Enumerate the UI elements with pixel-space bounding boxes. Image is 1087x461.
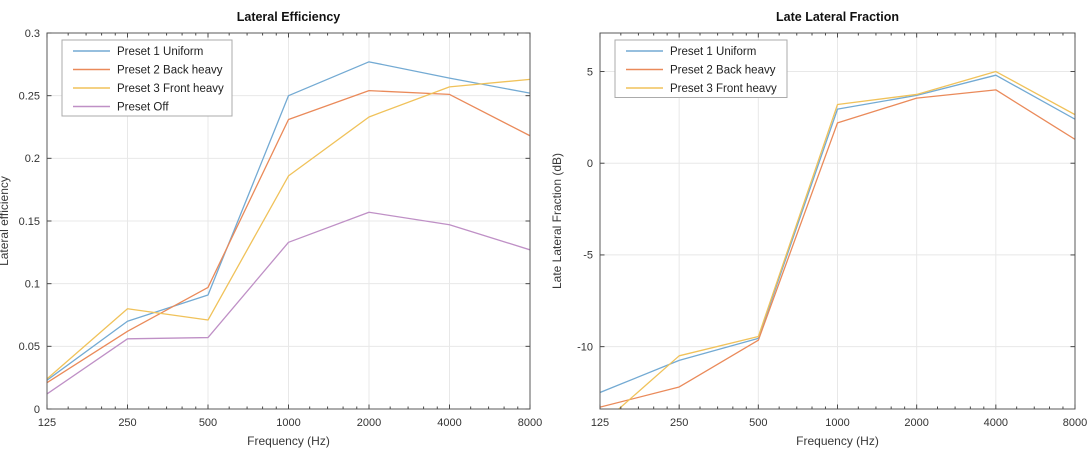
x-tick-label: 1000 bbox=[825, 417, 849, 429]
x-tick-label: 8000 bbox=[518, 417, 542, 429]
legend-label: Preset 1 Uniform bbox=[117, 46, 203, 58]
y-tick-label: 0.1 bbox=[25, 278, 40, 290]
legend: Preset 1 Uniform Preset 2 Back heavy Prese… bbox=[61, 39, 233, 117]
series-line-late-lateral-fraction-2 bbox=[617, 70, 1075, 409]
x-tick-label: 500 bbox=[749, 417, 767, 429]
lateral-efficiency-plot: 125 250 500 1000 2000 4000 8000 0 0.05 0.1 0.15 0.2… bbox=[0, 0, 543, 461]
x-tick-label: 500 bbox=[199, 417, 217, 429]
x-tick-label: 1000 bbox=[276, 417, 300, 429]
series-group bbox=[600, 70, 1075, 409]
series-line-lateral-efficiency-1 bbox=[47, 90, 530, 384]
grid-lines bbox=[600, 33, 1075, 409]
y-tick-label: 0.2 bbox=[25, 153, 40, 165]
series-line-lateral-efficiency-2 bbox=[47, 78, 530, 380]
legend-label: Preset 2 Back heavy bbox=[670, 65, 776, 77]
y-axis-label: Late Lateral Fraction (dB) bbox=[550, 153, 564, 289]
x-tick-label: 125 bbox=[38, 417, 56, 429]
x-axis-label: Frequency (Hz) bbox=[796, 434, 879, 448]
y-tick-label: 0.15 bbox=[19, 216, 40, 228]
legend-label: Preset Off bbox=[117, 102, 169, 114]
y-axis-label: Lateral efficiency bbox=[0, 176, 11, 266]
axis-ticks bbox=[599, 33, 1076, 409]
chart-title: Lateral Efficiency bbox=[237, 10, 341, 24]
late-lateral-fraction-chart: 125 250 500 1000 2000 4000 8000 -10 -5 0 5 Late Lat… bbox=[543, 0, 1087, 461]
x-tick-label: 8000 bbox=[1063, 417, 1087, 429]
legend: Preset 1 Uniform Preset 2 Back heavy Prese… bbox=[614, 39, 788, 98]
x-tick-label: 4000 bbox=[437, 417, 461, 429]
chart-title: Late Lateral Fraction bbox=[776, 10, 899, 24]
tick-labels: 125 250 500 1000 2000 4000 8000 -10 -5 0 5 bbox=[577, 66, 1087, 429]
x-tick-label: 4000 bbox=[984, 417, 1008, 429]
x-tick-label: 2000 bbox=[904, 417, 928, 429]
axis-ticks bbox=[46, 32, 531, 410]
legend-label: Preset 2 Back heavy bbox=[117, 65, 223, 77]
x-tick-label: 250 bbox=[118, 417, 136, 429]
legend-label: Preset 1 Uniform bbox=[670, 46, 756, 58]
y-tick-label: -10 bbox=[577, 341, 593, 353]
late-lateral-fraction-plot: 125 250 500 1000 2000 4000 8000 -10 -5 0 5 Late Lat… bbox=[543, 0, 1087, 461]
y-tick-label: 0 bbox=[587, 158, 593, 170]
x-axis-label: Frequency (Hz) bbox=[247, 434, 330, 448]
y-tick-label: 0.25 bbox=[19, 90, 40, 102]
x-tick-label: 125 bbox=[591, 417, 609, 429]
series-line-lateral-efficiency-3 bbox=[47, 211, 530, 395]
legend-label: Preset 3 Front heavy bbox=[117, 83, 224, 95]
series-line-late-lateral-fraction-1 bbox=[600, 89, 1075, 408]
y-tick-label: 5 bbox=[587, 66, 593, 78]
y-tick-label: -5 bbox=[583, 250, 593, 262]
series-group bbox=[47, 61, 530, 395]
series-line-lateral-efficiency-0 bbox=[47, 61, 530, 381]
legend-box bbox=[61, 39, 233, 117]
x-tick-label: 250 bbox=[670, 417, 688, 429]
y-tick-label: 0.05 bbox=[19, 341, 40, 353]
series-line-late-lateral-fraction-0 bbox=[600, 74, 1075, 394]
y-tick-label: 0 bbox=[34, 404, 40, 416]
tick-labels: 125 250 500 1000 2000 4000 8000 0 0.05 0.1 0.15 0.2… bbox=[19, 28, 543, 429]
x-tick-label: 2000 bbox=[357, 417, 381, 429]
lateral-efficiency-chart: 125 250 500 1000 2000 4000 8000 0 0.05 0.1 0.15 0.2… bbox=[0, 0, 543, 461]
y-tick-label: 0.3 bbox=[25, 28, 40, 40]
legend-label: Preset 3 Front heavy bbox=[670, 83, 777, 95]
